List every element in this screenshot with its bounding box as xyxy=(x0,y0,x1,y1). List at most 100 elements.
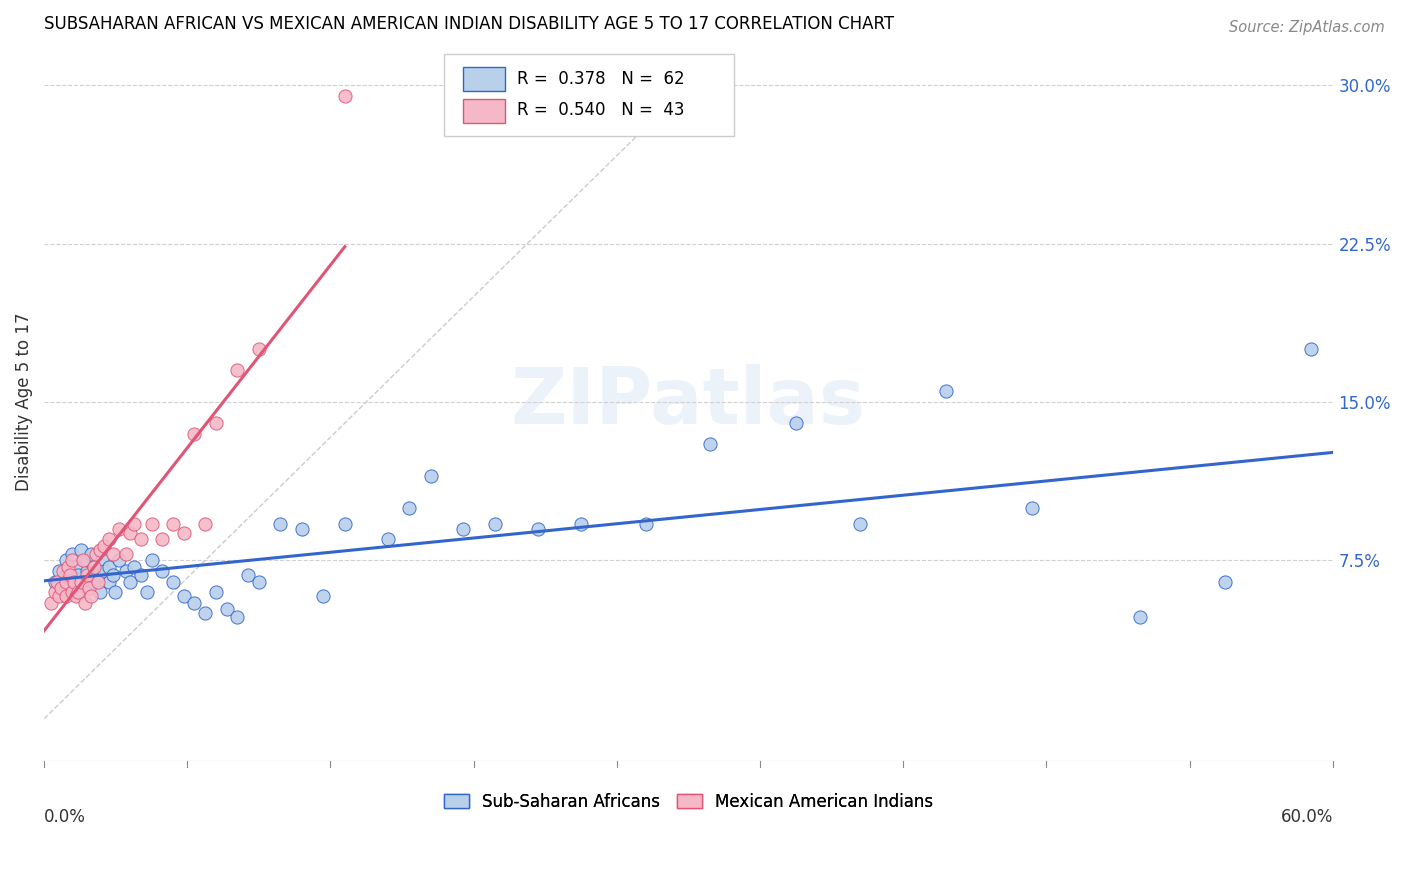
Point xyxy=(194,517,217,532)
Point xyxy=(97,559,120,574)
Point xyxy=(55,589,77,603)
Point xyxy=(63,574,86,589)
Point xyxy=(67,568,90,582)
Point xyxy=(72,574,94,589)
Point xyxy=(1215,574,1237,589)
Point xyxy=(80,547,103,561)
Point xyxy=(398,500,420,515)
Point xyxy=(56,559,79,574)
Point xyxy=(48,564,70,578)
Point xyxy=(65,585,87,599)
Legend: Sub-Saharan Africans, Mexican American Indians: Sub-Saharan Africans, Mexican American I… xyxy=(437,786,939,817)
Point xyxy=(55,568,77,582)
Point xyxy=(69,574,91,589)
Point xyxy=(377,533,399,547)
Point xyxy=(73,596,96,610)
Point xyxy=(69,542,91,557)
Point xyxy=(173,525,195,540)
Point xyxy=(205,585,228,599)
Point xyxy=(183,596,205,610)
Point xyxy=(80,589,103,603)
Point xyxy=(93,564,115,578)
Point xyxy=(150,564,173,578)
Point xyxy=(101,547,124,561)
Text: ZIPatlas: ZIPatlas xyxy=(510,364,866,440)
Point xyxy=(52,564,75,578)
Point xyxy=(83,559,105,574)
Point xyxy=(65,559,87,574)
Point xyxy=(419,469,441,483)
Point xyxy=(162,574,184,589)
Text: Source: ZipAtlas.com: Source: ZipAtlas.com xyxy=(1229,20,1385,35)
Point xyxy=(60,585,83,599)
Point xyxy=(89,542,111,557)
Point xyxy=(89,585,111,599)
Point xyxy=(77,581,100,595)
Text: 60.0%: 60.0% xyxy=(1281,807,1333,825)
Point xyxy=(226,363,249,377)
Point xyxy=(124,559,146,574)
Point xyxy=(129,568,152,582)
Point xyxy=(935,384,957,399)
Point xyxy=(333,517,356,532)
Point xyxy=(44,585,66,599)
Point xyxy=(569,517,592,532)
Text: SUBSAHARAN AFRICAN VS MEXICAN AMERICAN INDIAN DISABILITY AGE 5 TO 17 CORRELATION: SUBSAHARAN AFRICAN VS MEXICAN AMERICAN I… xyxy=(44,15,894,33)
Point xyxy=(76,568,98,582)
Point xyxy=(226,610,249,624)
Point xyxy=(236,568,259,582)
Point xyxy=(51,581,73,595)
Point xyxy=(59,581,82,595)
Point xyxy=(1301,342,1323,356)
Point xyxy=(72,553,94,567)
Point xyxy=(129,533,152,547)
Point xyxy=(83,559,105,574)
Point xyxy=(46,574,69,589)
Point xyxy=(114,564,136,578)
Text: R =  0.378   N =  62: R = 0.378 N = 62 xyxy=(517,70,685,87)
Point xyxy=(60,553,83,567)
Point xyxy=(101,568,124,582)
FancyBboxPatch shape xyxy=(444,54,734,136)
Point xyxy=(55,553,77,567)
Text: 0.0%: 0.0% xyxy=(44,807,86,825)
Point xyxy=(76,564,98,578)
Point xyxy=(83,574,105,589)
Point xyxy=(44,574,66,589)
Point xyxy=(87,568,110,582)
Point xyxy=(93,539,115,553)
Point xyxy=(97,533,120,547)
Point xyxy=(150,533,173,547)
Point xyxy=(118,574,141,589)
Point xyxy=(785,416,807,430)
Point xyxy=(91,553,114,567)
Point xyxy=(333,88,356,103)
Point xyxy=(48,589,70,603)
Text: R =  0.540   N =  43: R = 0.540 N = 43 xyxy=(517,102,685,120)
Point xyxy=(527,522,550,536)
Point xyxy=(194,606,217,620)
Point xyxy=(118,525,141,540)
Point xyxy=(65,589,87,603)
Point xyxy=(484,517,506,532)
Point xyxy=(173,589,195,603)
Point xyxy=(634,517,657,532)
Point xyxy=(97,574,120,589)
Point xyxy=(849,517,872,532)
Point xyxy=(104,585,127,599)
Point xyxy=(39,596,62,610)
Point xyxy=(247,574,270,589)
Y-axis label: Disability Age 5 to 17: Disability Age 5 to 17 xyxy=(15,313,32,491)
Point xyxy=(1021,500,1043,515)
Point xyxy=(141,517,163,532)
Point xyxy=(76,553,98,567)
FancyBboxPatch shape xyxy=(463,67,506,91)
Point xyxy=(60,547,83,561)
Point xyxy=(699,437,721,451)
Point xyxy=(215,602,238,616)
Point xyxy=(269,517,291,532)
Point xyxy=(77,581,100,595)
Point xyxy=(451,522,474,536)
Point xyxy=(114,547,136,561)
Point xyxy=(183,426,205,441)
